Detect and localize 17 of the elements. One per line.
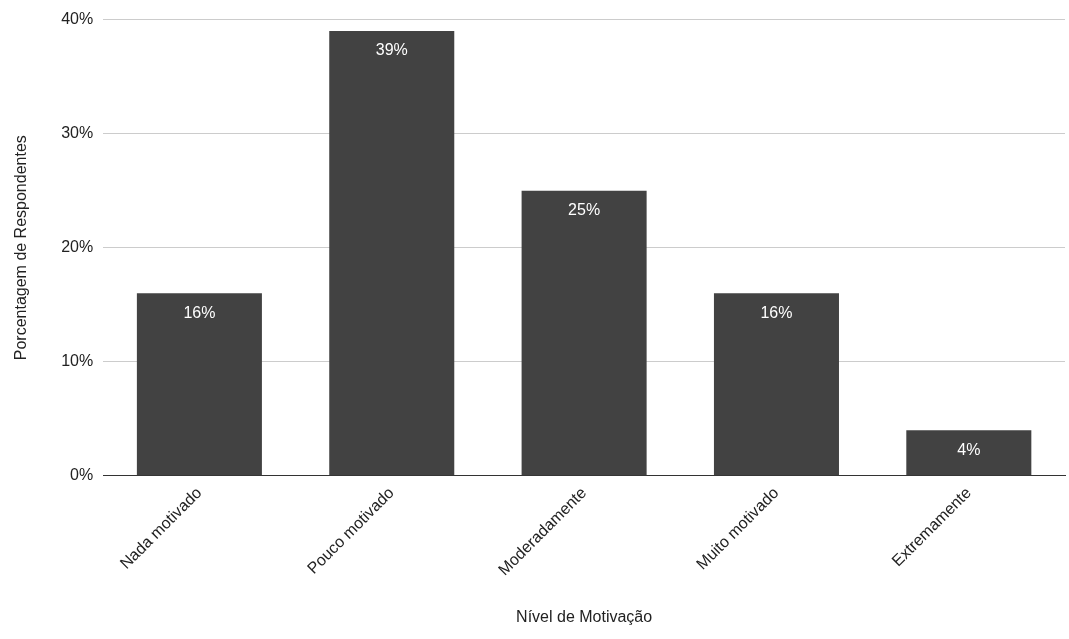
y-tick-label: 40% xyxy=(61,10,94,28)
y-tick-label: 20% xyxy=(61,238,94,256)
bar xyxy=(906,430,1032,476)
data-label: 39% xyxy=(375,41,408,59)
bar xyxy=(521,190,647,476)
data-label: 4% xyxy=(957,440,981,458)
y-tick-label: 30% xyxy=(61,124,94,142)
bar xyxy=(713,293,839,476)
bar xyxy=(136,293,262,476)
x-axis-title: Nível de Motivação xyxy=(516,607,653,625)
bar xyxy=(329,31,455,476)
data-label: 25% xyxy=(568,201,601,219)
y-axis-title: Porcentagem de Respondentes xyxy=(12,135,30,361)
data-label: 16% xyxy=(183,303,216,321)
y-tick-label: 0% xyxy=(70,466,94,484)
data-label: 16% xyxy=(760,303,793,321)
y-tick-label: 10% xyxy=(61,352,94,370)
